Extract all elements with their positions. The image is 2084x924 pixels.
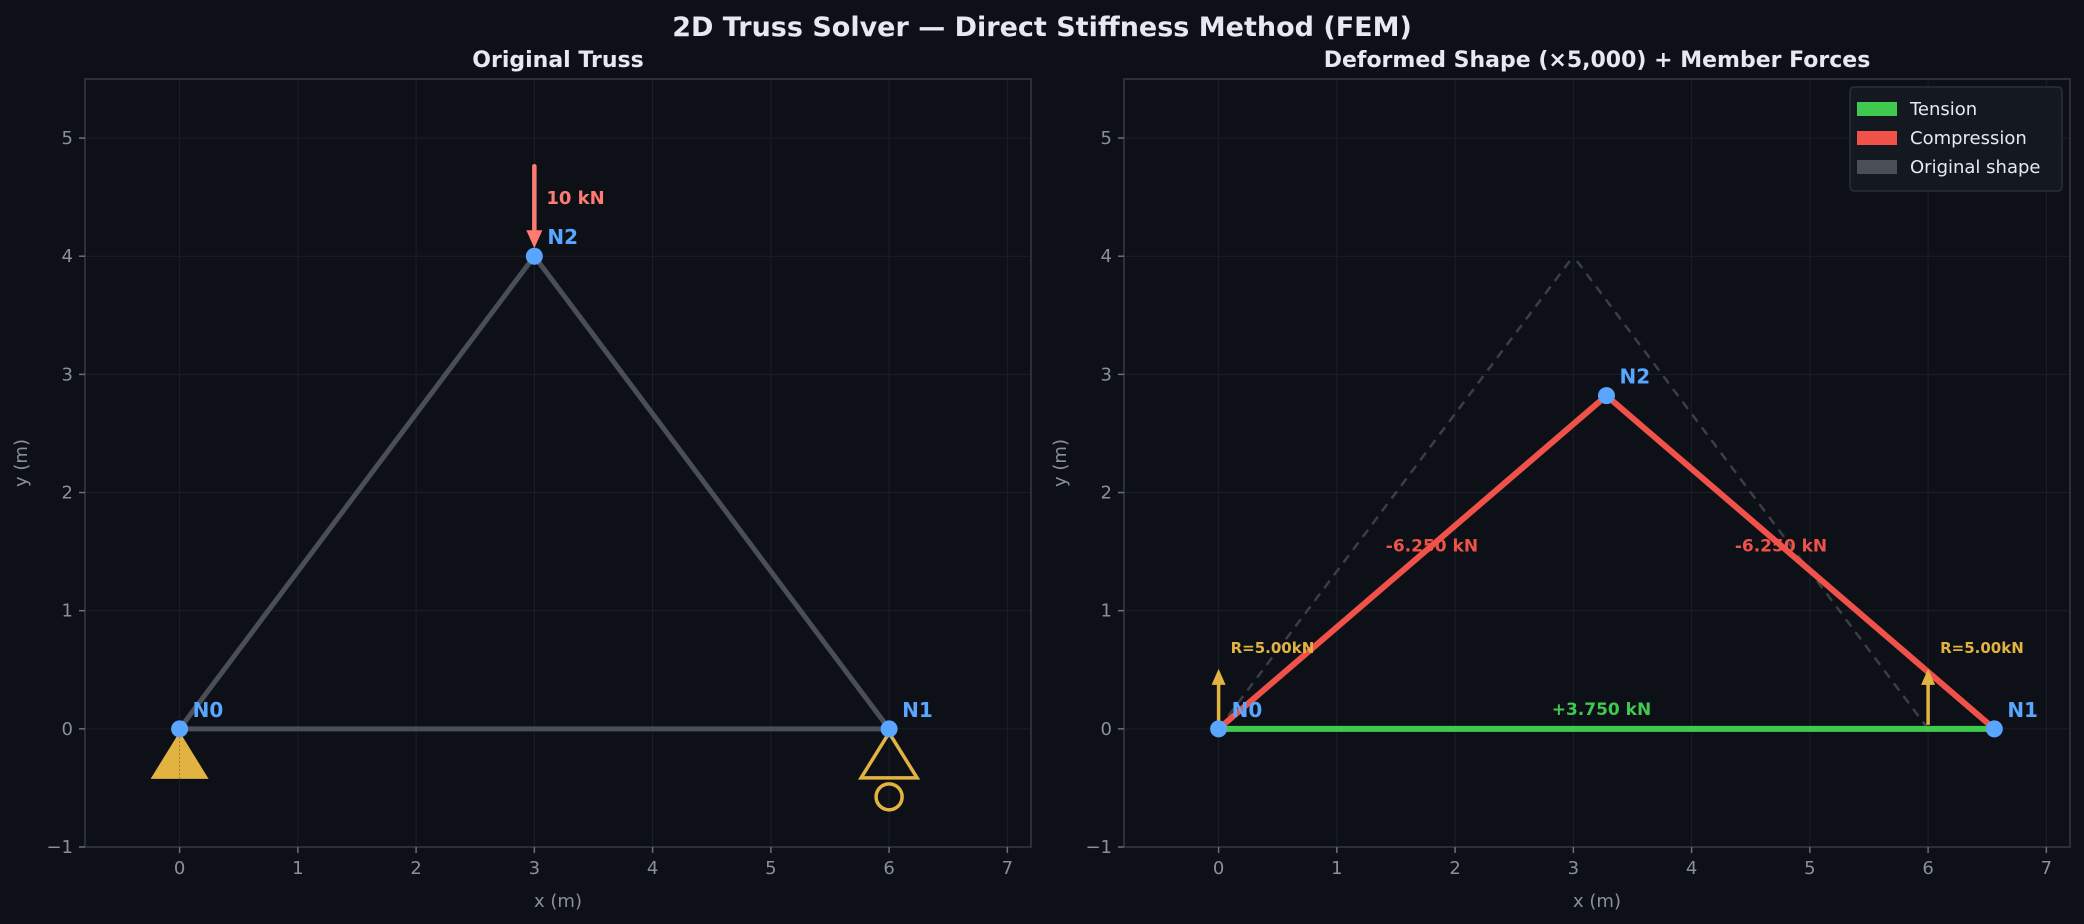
pin-support-icon (150, 731, 209, 779)
roller-wheel-icon (874, 782, 904, 812)
original-truss-panel: 0 1 2 3 4 5 6 7 −1 0 1 2 3 4 5 x (m) y (m) Original Truss… (11, 48, 1032, 912)
x-tick-label: 7 (1002, 858, 1013, 879)
y-tick-label: 2 (1101, 483, 1112, 504)
y-tick-label: 0 (1101, 719, 1112, 740)
node-label: N2 (1619, 365, 1650, 389)
y-tick-label: 4 (1101, 246, 1112, 267)
figure-title: 2D Truss Solver — Direct Stiffness Metho… (672, 12, 1412, 43)
plot-area (1124, 79, 2070, 847)
load-label: 10 kN (546, 188, 604, 209)
x-tick-label: 5 (765, 858, 776, 879)
panel-title: Original Truss (472, 48, 643, 73)
y-tick-label: 5 (1101, 128, 1112, 149)
original-shape-line (1217, 255, 1575, 730)
node-label: N1 (2007, 698, 2038, 722)
member-force-label: -6.250 kN (1735, 537, 1827, 557)
y-axis-label: y (m) (11, 439, 32, 487)
x-tick-label: 3 (1568, 858, 1579, 879)
panel-title: Deformed Shape (×5,000) + Member Forces (1324, 48, 1871, 73)
node-label: N1 (902, 698, 933, 722)
plot-area (85, 79, 1031, 847)
y-tick-label: −1 (46, 837, 73, 858)
member-line (177, 253, 537, 732)
x-axis-label: x (m) (534, 891, 582, 912)
member-compression (1215, 392, 1610, 732)
legend-swatch (1857, 102, 1897, 116)
x-tick-label: 5 (1804, 858, 1815, 879)
member-force-label: -6.250 kN (1386, 537, 1478, 557)
x-tick-label: 0 (174, 858, 185, 879)
x-tick-label: 0 (1213, 858, 1224, 879)
reaction-label: R=5.00kN (1231, 639, 1315, 657)
legend-entry: Original shape (1910, 157, 2040, 178)
node-n0 (171, 720, 189, 738)
legend-swatch (1857, 131, 1897, 145)
node-label: N0 (1232, 698, 1263, 722)
roller-support-icon (857, 729, 921, 780)
y-tick-label: 5 (62, 128, 73, 149)
member-force-label: +3.750 kN (1552, 700, 1651, 720)
x-tick-label: 2 (1449, 858, 1460, 879)
load-arrow-head-icon (526, 230, 543, 249)
y-tick-label: 0 (62, 719, 73, 740)
legend-entry: Compression (1910, 128, 2027, 149)
x-tick-label: 1 (1331, 858, 1342, 879)
y-tick-label: 2 (62, 483, 73, 504)
x-tick-label: 4 (1686, 858, 1697, 879)
node-label: N2 (547, 225, 578, 249)
plot-frame (84, 78, 1032, 848)
x-tick-label: 4 (647, 858, 658, 879)
x-tick-label: 3 (529, 858, 540, 879)
legend-swatch (1857, 160, 1897, 174)
reaction-label: R=5.00kN (1940, 639, 2024, 657)
y-tick-label: 3 (62, 364, 73, 385)
legend-entry: Tension (1909, 99, 1977, 120)
x-tick-label: 6 (1922, 858, 1933, 879)
node-n1 (880, 720, 898, 738)
member-line (531, 253, 892, 732)
reaction-arrow-head-icon (1921, 668, 1936, 685)
y-tick-label: 3 (1101, 364, 1112, 385)
plot-frame (1123, 78, 2071, 848)
x-tick-label: 7 (2041, 858, 2052, 879)
y-tick-label: 1 (62, 601, 73, 622)
reaction-arrow-head-icon (1211, 668, 1226, 685)
y-tick-label: 4 (62, 246, 73, 267)
node-label: N0 (193, 698, 224, 722)
node-n2 (1597, 387, 1615, 405)
x-tick-label: 2 (410, 858, 421, 879)
x-tick-label: 1 (292, 858, 303, 879)
original-shape-line (1572, 255, 1930, 730)
node-n1 (1985, 720, 2003, 738)
y-tick-label: 1 (1101, 601, 1112, 622)
node-n2 (525, 247, 543, 265)
legend-box (1849, 86, 2063, 192)
x-tick-label: 6 (883, 858, 894, 879)
x-axis-label: x (m) (1573, 891, 1621, 912)
node-n0 (1210, 720, 1228, 738)
y-tick-label: −1 (1085, 837, 1112, 858)
y-axis-label: y (m) (1050, 439, 1071, 487)
legend: Tension Compression Original shape (1849, 86, 2063, 192)
deformed-truss-panel: 0 1 2 3 4 5 6 7 −1 0 1 2 3 4 5 x (m) y (m) Deformed Shape… (1050, 48, 2071, 912)
